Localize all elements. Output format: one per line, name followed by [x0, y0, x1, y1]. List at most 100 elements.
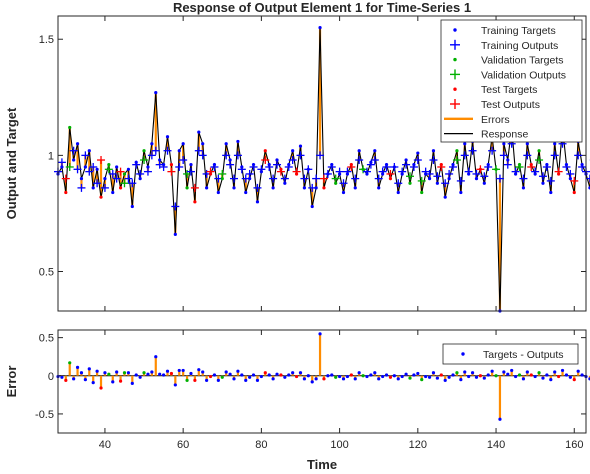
validation-target-point: [537, 149, 541, 153]
error-point: [162, 373, 166, 377]
validation-output-marker: [120, 179, 129, 188]
training-output-marker: [245, 169, 254, 178]
training-output-marker: [159, 162, 168, 171]
y-tick-label: 1.5: [39, 34, 54, 46]
error-point: [271, 377, 275, 381]
legend-label: Validation Targets: [481, 55, 564, 67]
validation-target-point: [408, 181, 412, 185]
training-target-point: [427, 176, 432, 181]
training-target-point: [115, 165, 119, 169]
legend-dot-symbol: [453, 87, 457, 91]
error-point: [463, 370, 467, 374]
error-point: [330, 373, 334, 377]
error-point: [177, 368, 181, 373]
error-point: [279, 373, 283, 377]
validation-output-marker: [417, 176, 426, 185]
training-output-marker: [85, 167, 94, 176]
error-point: [197, 368, 201, 372]
training-output-marker: [194, 146, 203, 155]
training-output-marker: [519, 174, 528, 183]
training-target-point: [244, 190, 248, 195]
training-target-point: [459, 190, 463, 195]
legend-label: Validation Outputs: [481, 69, 566, 81]
error-point: [357, 371, 361, 375]
training-target-point: [396, 190, 400, 195]
error-point: [251, 373, 256, 377]
training-target-point: [275, 158, 279, 162]
training-output-marker: [226, 160, 235, 169]
training-output-marker: [257, 165, 266, 174]
validation-target-point: [185, 186, 189, 190]
error-point: [431, 371, 436, 375]
error-point: [298, 371, 303, 375]
training-output-marker: [163, 146, 172, 155]
training-output-marker: [296, 151, 305, 160]
legend-dot-symbol: [453, 28, 457, 32]
training-output-marker: [230, 174, 238, 183]
training-target-point: [181, 142, 185, 146]
training-output-marker: [171, 202, 180, 211]
y-tick-label: 0.5: [39, 333, 54, 345]
validation-output-marker: [452, 156, 461, 165]
error-point: [99, 386, 103, 390]
error-point: [404, 372, 408, 376]
training-output-marker: [73, 165, 82, 174]
error-axes: Error Time -0.5 0 0.5 40 60 80 100 120 140 160 Targe…: [4, 329, 590, 472]
training-output-marker: [495, 174, 504, 183]
error-point: [142, 371, 146, 375]
x-tick-label: 120: [409, 439, 427, 451]
error-point: [216, 378, 220, 382]
training-target-point: [283, 181, 287, 185]
test-output-marker: [116, 167, 125, 176]
training-target-point: [91, 186, 95, 190]
error-point: [244, 378, 248, 382]
series-group: [54, 26, 590, 313]
error-point: [455, 371, 459, 375]
x-tick-label: 40: [99, 439, 111, 451]
training-target-point: [463, 142, 467, 146]
training-output-marker: [441, 179, 450, 188]
training-output-marker: [464, 167, 473, 176]
legend-label: Test Outputs: [481, 99, 540, 111]
error-point: [232, 377, 236, 381]
error-point: [95, 369, 99, 373]
error-point: [435, 376, 439, 380]
error-point: [580, 373, 584, 377]
error-point: [392, 374, 396, 378]
y-tick-label: -0.5: [35, 409, 54, 421]
error-point: [189, 371, 193, 376]
error-point: [510, 368, 514, 373]
training-output-marker: [499, 151, 508, 160]
error-point: [291, 371, 295, 375]
error-point: [396, 377, 400, 381]
error-point: [294, 374, 299, 379]
training-output-marker: [523, 151, 532, 160]
training-output-marker: [93, 179, 102, 188]
legend-label: Response: [481, 129, 528, 141]
training-target-point: [201, 142, 205, 146]
error-plot-frame: [57, 329, 587, 434]
training-target-point: [150, 142, 154, 146]
error-point: [564, 373, 569, 377]
error-point: [369, 373, 373, 377]
training-target-point: [236, 139, 240, 144]
error-point: [560, 368, 565, 373]
training-output-marker: [550, 151, 559, 160]
validation-output-marker: [218, 169, 227, 178]
error-point: [443, 378, 447, 382]
error-point: [482, 376, 486, 380]
error-legend: Targets - Outputs: [442, 343, 579, 365]
training-target-point: [310, 204, 314, 209]
test-output-marker: [437, 162, 446, 171]
training-output-marker: [198, 151, 207, 160]
test-target-point: [118, 186, 123, 190]
training-target-point: [83, 165, 87, 169]
training-target-point: [553, 142, 557, 146]
training-target-point: [60, 165, 64, 169]
error-point: [517, 373, 522, 377]
training-target-point: [95, 167, 99, 171]
error-point: [107, 372, 111, 376]
training-output-marker: [511, 167, 520, 176]
error-point: [111, 380, 115, 384]
training-output-marker: [449, 162, 458, 171]
